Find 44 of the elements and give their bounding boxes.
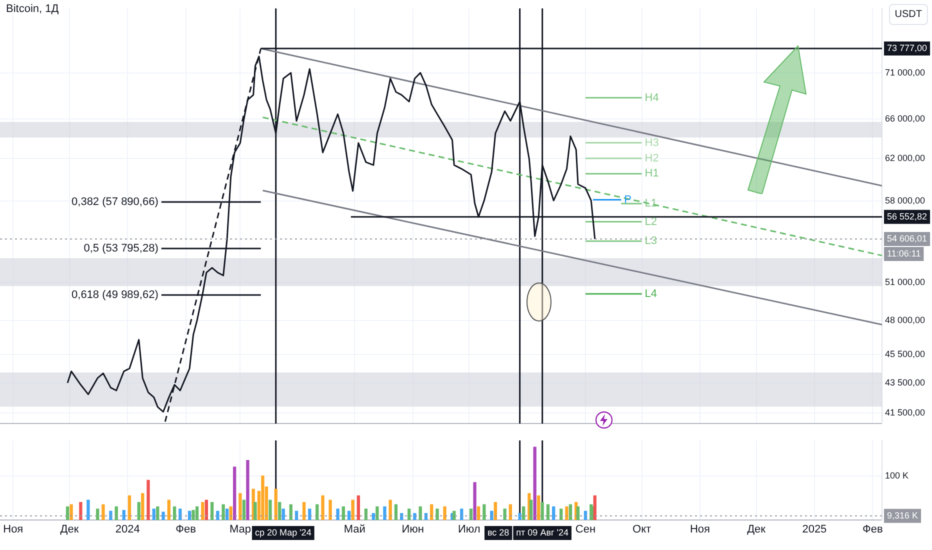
series-label: H3: [644, 136, 659, 149]
data-label: 56 552,82: [887, 211, 928, 222]
x-tick-label: Окт: [632, 524, 652, 536]
series-label: L3: [644, 235, 658, 248]
ref-line-label: пт 09 Авг '24: [516, 527, 568, 538]
series-label: 0,5 (53 795,28): [84, 242, 158, 255]
x-tick-label: Июн: [402, 524, 424, 536]
series-label: 0,382 (57 890,66): [72, 196, 158, 208]
x-tick-label: Фев: [862, 524, 883, 536]
y-tick-label: 45 500,00: [885, 349, 926, 360]
data-label: 73 777,00: [887, 42, 928, 53]
x-tick-label: Дек: [747, 524, 766, 536]
y-axis-title: USDT: [888, 4, 928, 25]
series-label: L2: [644, 216, 658, 228]
y-tick-label: 48 000,00: [885, 315, 926, 326]
series-label: H4: [644, 92, 659, 104]
x-tick-label: 2025: [802, 524, 827, 536]
y-tick-label: 43 500,00: [885, 378, 926, 388]
x-tick-label: Сен: [575, 524, 596, 536]
text: 11:06:11: [887, 248, 921, 259]
x-tick-label: Дек: [60, 524, 79, 536]
y-tick-label: 71 000,00: [885, 67, 926, 78]
y-tick-label: 62 000,00: [885, 153, 926, 164]
y-tick-label: 51 000,00: [885, 276, 926, 287]
x-tick-label: Июл: [458, 524, 480, 536]
x-tick-label: Май: [344, 524, 366, 536]
chart-title: Bitcoin, 1Д: [6, 3, 59, 15]
x-tick-label: Ноя: [3, 524, 24, 536]
y-tick-label: 58 000,00: [885, 195, 926, 206]
series-label: H1: [644, 168, 659, 180]
x-tick-label: 2024: [115, 524, 140, 536]
series-label: H2: [644, 152, 659, 164]
ref-line-label: вс 28: [487, 527, 510, 538]
ref-line-label: ср 20 Мар '24: [254, 527, 312, 538]
x-tick-label: Мар: [229, 524, 251, 536]
x-tick-label: Фев: [176, 524, 196, 536]
y-tick-label: 41 500,00: [885, 407, 926, 418]
x-tick-label: Ноя: [690, 524, 710, 536]
y-tick-label: 66 000,00: [885, 114, 926, 124]
series-label: L4: [644, 288, 658, 300]
series-label: 0,618 (49 989,62): [72, 289, 158, 301]
ref-line-label: 9,316 K: [887, 510, 918, 520]
ref-line-label: 54 606,01: [887, 234, 928, 244]
y-tick-label: 100 K: [885, 470, 909, 480]
